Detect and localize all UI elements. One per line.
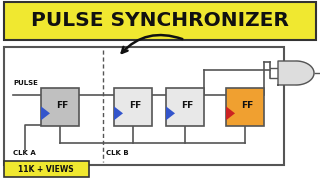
FancyBboxPatch shape: [4, 2, 316, 40]
Text: PULSE SYNCHRONIZER: PULSE SYNCHRONIZER: [31, 12, 289, 30]
Text: FF: FF: [129, 100, 141, 109]
Bar: [166, 88, 204, 126]
Polygon shape: [41, 106, 50, 120]
Polygon shape: [296, 61, 314, 85]
Text: FF: FF: [56, 100, 68, 109]
Polygon shape: [226, 106, 235, 120]
FancyBboxPatch shape: [4, 47, 284, 165]
Polygon shape: [166, 106, 175, 120]
Bar: [278, 61, 296, 85]
Text: FF: FF: [181, 100, 193, 109]
Text: CLK B: CLK B: [106, 150, 129, 156]
Text: PULSE: PULSE: [13, 80, 38, 86]
Bar: [41, 88, 79, 126]
FancyBboxPatch shape: [4, 161, 89, 177]
Text: FF: FF: [241, 100, 253, 109]
Polygon shape: [114, 106, 123, 120]
Bar: [114, 88, 152, 126]
Text: CLK A: CLK A: [13, 150, 36, 156]
Text: 11K + VIEWS: 11K + VIEWS: [18, 165, 74, 174]
Bar: [226, 88, 264, 126]
